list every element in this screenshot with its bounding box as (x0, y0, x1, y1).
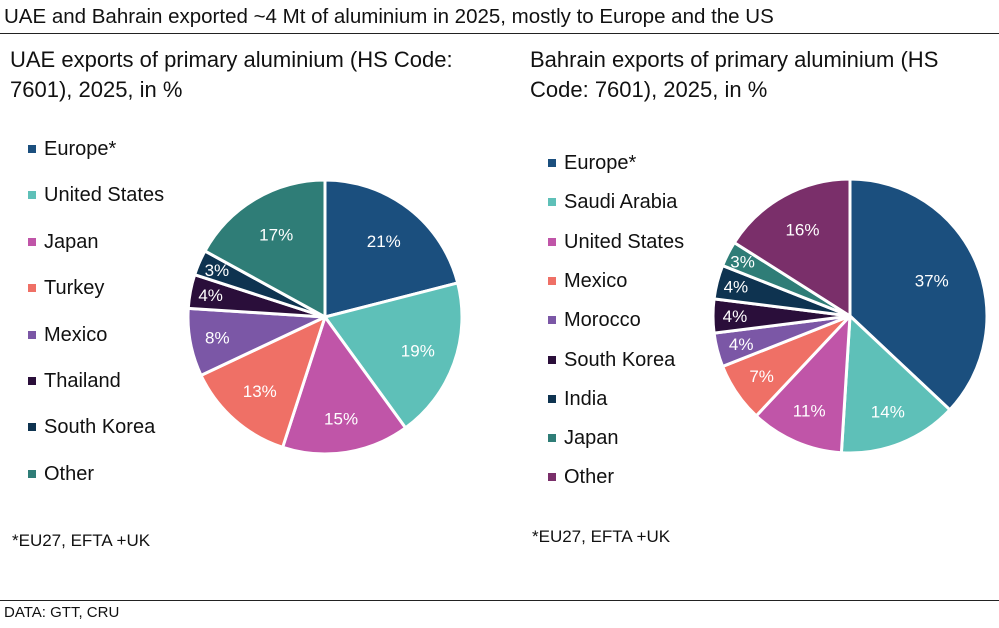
legend-label: United States (44, 184, 165, 207)
pie-slice (848, 177, 989, 412)
legend-label: Japan (44, 230, 99, 253)
pie-slice (199, 315, 327, 449)
source-note: DATA: GTT, CRU (4, 604, 120, 621)
pie-slice (323, 178, 460, 319)
data-label: 4% (729, 335, 754, 354)
legend-label: South Korea (564, 348, 676, 371)
data-label: 3% (205, 261, 230, 280)
legend-label: Morocco (564, 309, 641, 332)
data-label: 37% (915, 272, 949, 291)
data-label: 17% (259, 225, 293, 244)
data-label: 11% (793, 401, 826, 420)
legend-swatch (548, 473, 556, 482)
legend-label: Mexico (44, 323, 108, 346)
legend-swatch (28, 469, 36, 478)
legend-swatch (548, 316, 556, 325)
uae-chart-title: UAE exports of primary aluminium (HS Cod… (10, 47, 453, 102)
bahrain-chart-title: Bahrain exports of primary aluminium (HS… (530, 47, 939, 102)
data-label: 8% (205, 329, 230, 348)
legend-swatch (548, 159, 556, 167)
legend-swatch (548, 276, 556, 285)
legend-swatch (548, 237, 556, 246)
legend-swatch (28, 191, 36, 200)
pie-slice (281, 315, 408, 456)
legend-label: Other (564, 466, 615, 489)
uae-footnote: *EU27, EFTA +UK (12, 531, 151, 550)
legend-swatch (28, 423, 36, 432)
data-label: 21% (367, 232, 401, 251)
legend-swatch (28, 145, 36, 153)
source-rule (0, 600, 999, 601)
legend-label: Europe* (564, 152, 637, 174)
data-label: 4% (198, 286, 223, 305)
legend-swatch (548, 198, 556, 207)
pie-slice (203, 178, 327, 319)
bahrain-footnote: *EU27, EFTA +UK (532, 527, 671, 546)
legend-swatch (548, 355, 556, 364)
data-label: 4% (724, 278, 749, 297)
legend-swatch (548, 434, 556, 443)
chart-title: UAE and Bahrain exported ~4 Mt of alumin… (4, 5, 774, 28)
data-label: 16% (785, 221, 819, 240)
data-label: 3% (730, 252, 755, 271)
pie-slice (754, 314, 852, 455)
data-label: 14% (871, 403, 905, 422)
legend-label: Saudi Arabia (564, 191, 678, 214)
data-label: 15% (324, 409, 358, 428)
data-label: 19% (401, 341, 435, 360)
legend-label: Thailand (44, 370, 121, 392)
data-label: 7% (749, 367, 774, 386)
legend-label: Turkey (44, 277, 105, 300)
legend-swatch (28, 284, 36, 293)
legend-label: Japan (564, 427, 619, 450)
pie-slice (323, 281, 464, 430)
legend-swatch (28, 237, 36, 246)
legend-label: South Korea (44, 416, 156, 439)
legend-swatch (28, 330, 36, 339)
pie-slice (732, 177, 852, 318)
pie-slice (839, 314, 952, 455)
data-label: 4% (723, 307, 748, 326)
legend-label: India (564, 387, 608, 410)
data-label: 13% (243, 382, 277, 401)
legend-label: United States (564, 230, 685, 253)
legend-swatch (548, 394, 556, 403)
title-rule (0, 33, 999, 34)
legend-label: Mexico (564, 269, 628, 292)
legend-label: Europe* (44, 138, 117, 160)
legend-swatch (28, 377, 36, 385)
legend-label: Other (44, 462, 95, 485)
